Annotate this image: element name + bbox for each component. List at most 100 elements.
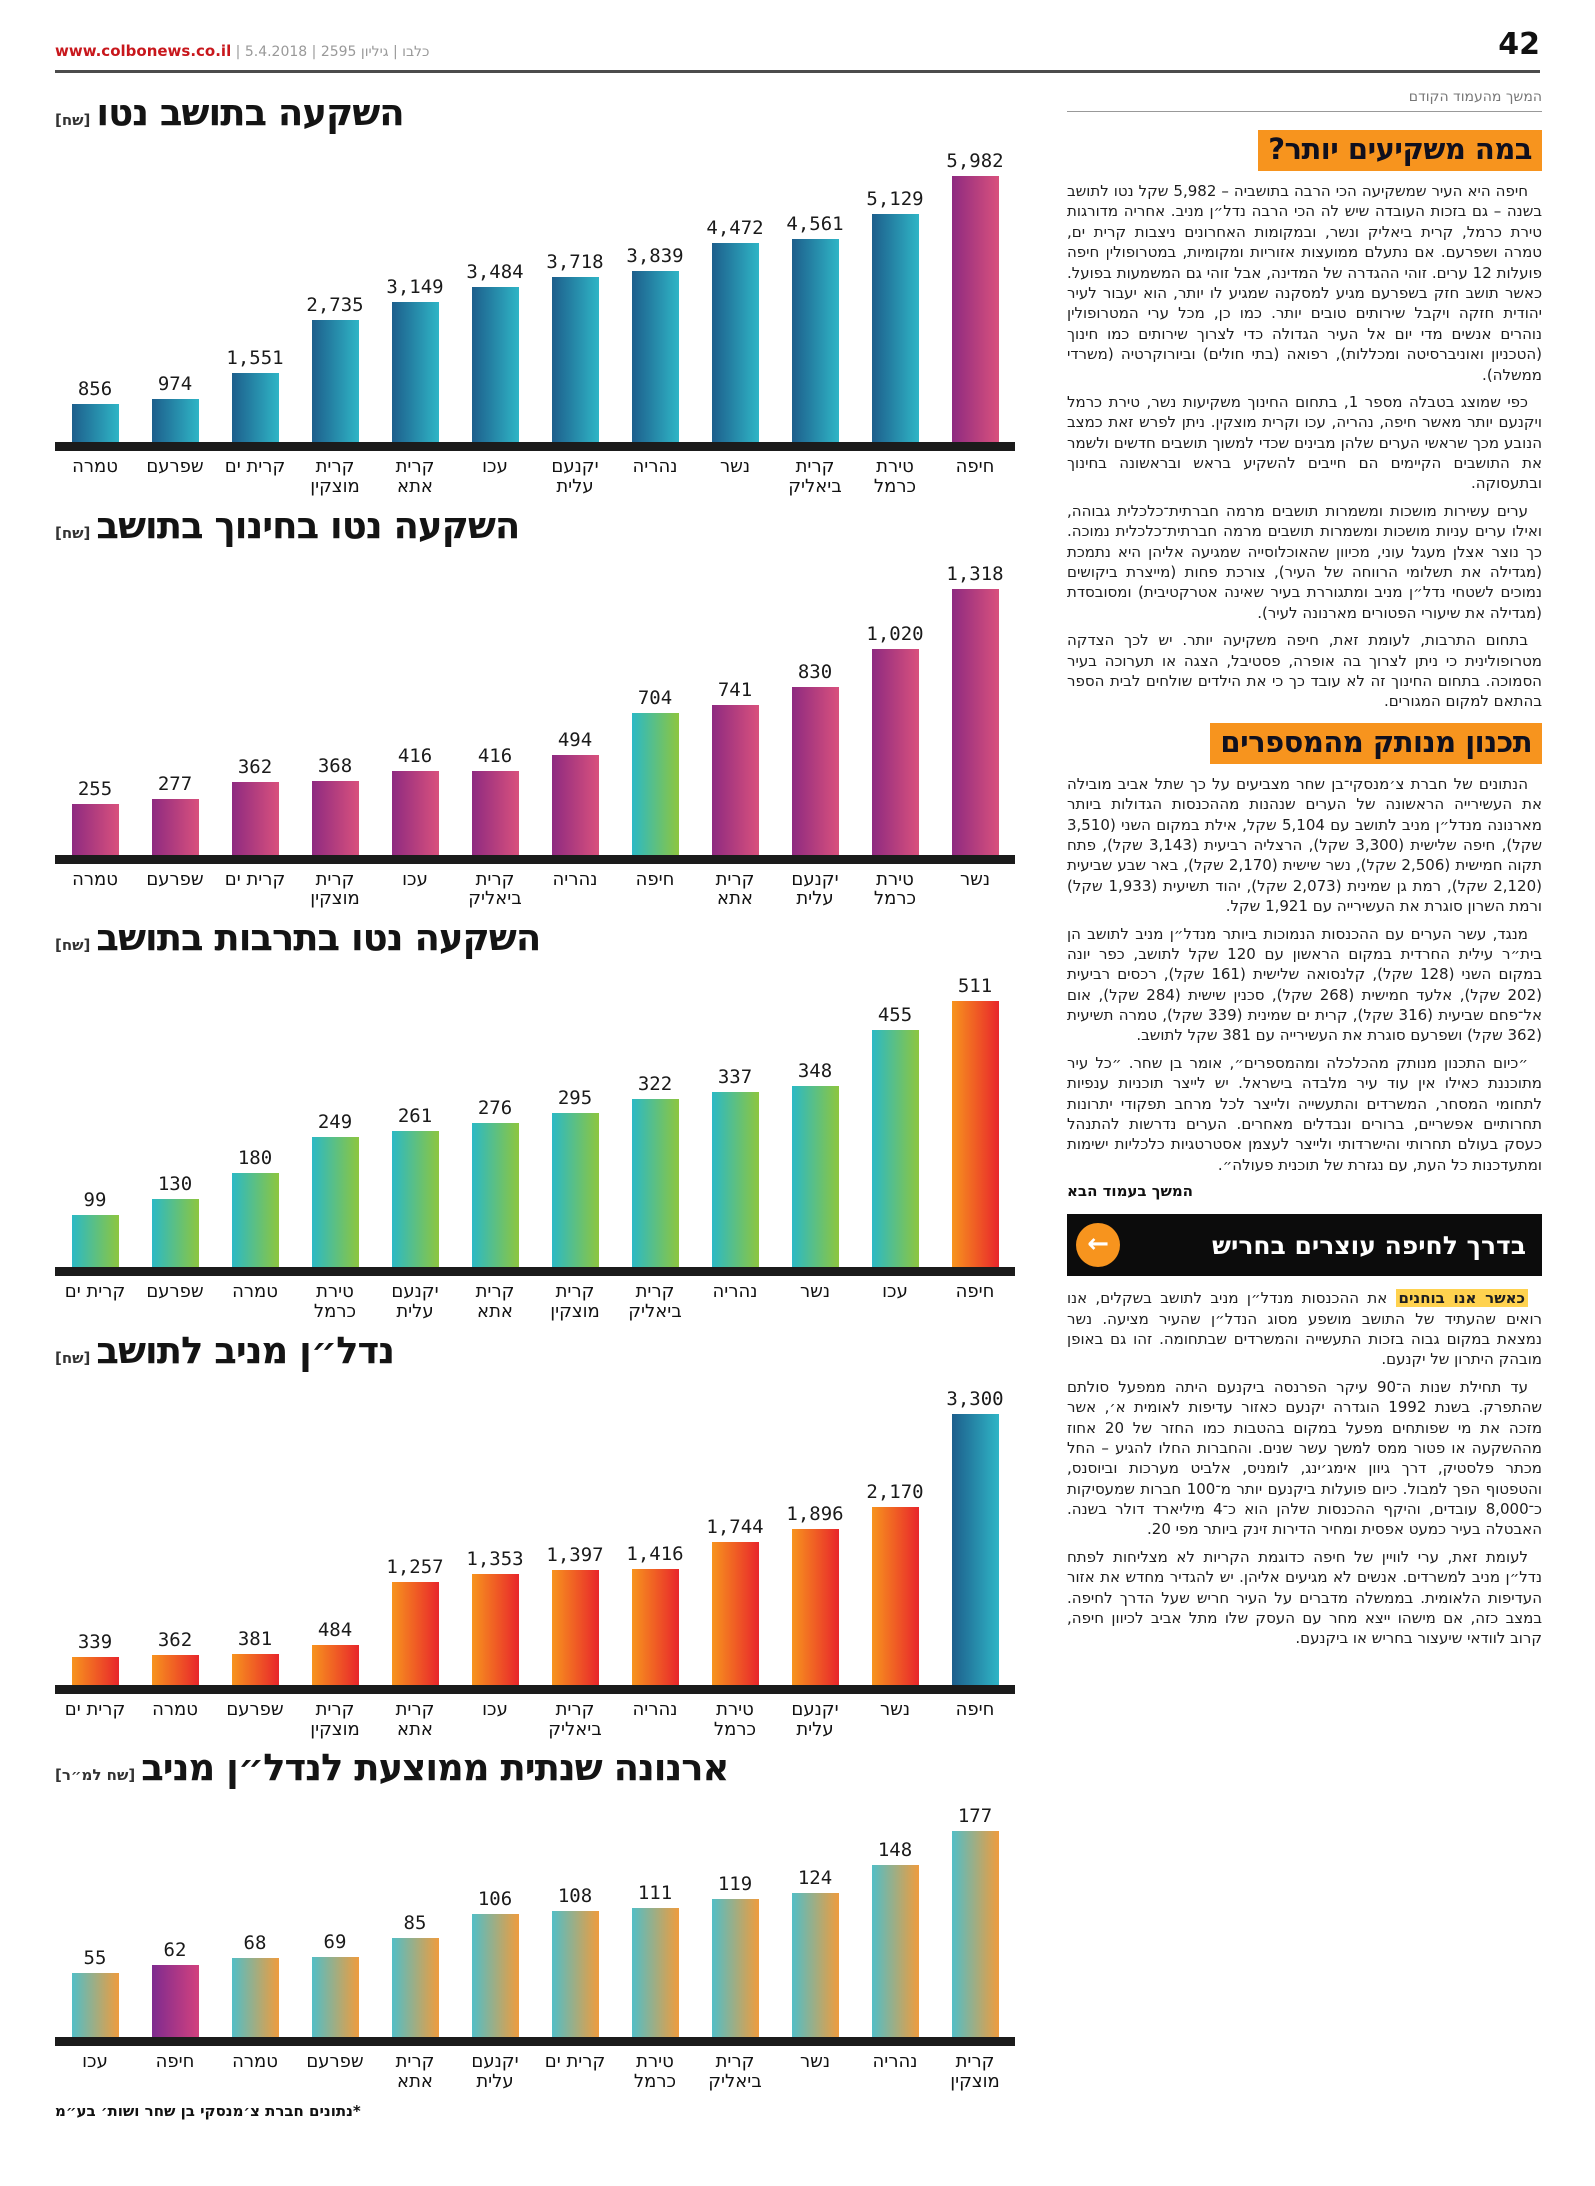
bar-slot: 704 — [615, 555, 695, 855]
chart-title: ארנונה שנתית ממוצעת לנדל״ן מניב [שח למ״ר] — [55, 1746, 1017, 1789]
bar-value-label: 1,318 — [946, 562, 1004, 585]
bar — [151, 798, 199, 855]
bar — [471, 1914, 519, 2038]
issue-meta: | כלבו | גיליון 2595 | 5.4.2018 — [231, 44, 430, 60]
bar-value-label: 362 — [237, 755, 273, 778]
category-label: חיפה — [955, 1698, 995, 1720]
chart-category-axis: טמרה שפרעם קרית ים קרית מוצקין עכו קרית ביאלי… — [55, 864, 1015, 910]
bar — [951, 588, 999, 855]
bar — [871, 1030, 919, 1268]
bar-slot: 974 — [135, 142, 215, 442]
category-label: עכו — [482, 1698, 508, 1720]
bar-slot: 2,735 — [295, 142, 375, 442]
bar-value-label: 180 — [237, 1147, 273, 1170]
bar — [391, 1131, 439, 1268]
category-label: קרית ביאליק — [708, 2051, 762, 2093]
category-label: קרית אתא — [395, 456, 435, 497]
chart-net-investment-per-resident: השקעה בתושב נטו [שח] 856 974 1,551 2,735 3,149… — [55, 91, 1017, 497]
bar — [551, 1569, 599, 1685]
category-label: קרית אתא — [395, 1698, 435, 1740]
bar-value-label: 3,484 — [466, 261, 524, 283]
article-paragraph: מנגד, עשר הערים עם ההכנסות הנמוכות ביותר… — [1067, 924, 1542, 1045]
bar-value-label: 1,416 — [626, 1542, 684, 1565]
bar-value-label: 148 — [877, 1839, 913, 1862]
category-label: קרית אתא — [395, 2051, 435, 2093]
bar-value-label: 2,170 — [866, 1480, 924, 1503]
bar-slot: 741 — [695, 555, 775, 855]
bar-value-label: 974 — [157, 373, 193, 395]
bar — [231, 373, 279, 442]
bar-slot: 119 — [695, 1797, 775, 2038]
bar-value-label: 830 — [797, 660, 833, 683]
bar-slot: 99 — [55, 967, 135, 1268]
category-label: קרית ים — [224, 868, 286, 890]
bar-slot: 124 — [775, 1797, 855, 2038]
bar-slot: 368 — [295, 555, 375, 855]
article-paragraph: כאשר אנו בוחנים את ההכנסות מנדל״ן מניב ל… — [1067, 1289, 1542, 1369]
bar-slot: 455 — [855, 967, 935, 1268]
category-label: יקנעם עלית — [791, 868, 839, 910]
bar — [631, 1568, 679, 1685]
website-url: www.colbonews.co.il — [55, 42, 232, 60]
bar-value-label: 1,020 — [866, 622, 924, 645]
category-label: טמרה — [232, 1281, 278, 1303]
bar — [71, 803, 119, 855]
article-paragraph: חיפה היא העיר שמשקיעה הכי הרבה בתושביה –… — [1067, 182, 1542, 384]
category-label: קרית ים — [224, 456, 286, 477]
category-label: קרית מוצקין — [550, 1281, 600, 1322]
bar-value-label: 111 — [637, 1882, 673, 1905]
bar-value-label: 741 — [717, 678, 753, 701]
bar — [471, 1123, 519, 1268]
bar-slot: 5,982 — [935, 142, 1015, 442]
section-body: חיפה היא העיר שמשקיעה הכי הרבה בתושביה –… — [1067, 181, 1542, 712]
bar-slot: 1,353 — [455, 1380, 535, 1685]
category-label: קרית מוצקין — [310, 456, 360, 497]
chart-baseline — [55, 2037, 1015, 2047]
category-label: קרית ביאליק — [468, 868, 522, 910]
category-label: עכו — [882, 1281, 908, 1303]
category-label: קרית ים — [544, 2051, 606, 2073]
data-source-footnote: *נתונים חברת צ׳מנסקי בן שחר ושות׳ בע״מ — [55, 2101, 361, 2120]
bar-value-label: 277 — [157, 772, 193, 795]
bar-slot: 68 — [215, 1797, 295, 2038]
bar-value-label: 339 — [77, 1630, 113, 1653]
bar-slot: 381 — [215, 1380, 295, 1685]
bar-value-label: 295 — [557, 1087, 593, 1110]
bar — [231, 1653, 279, 1685]
chart-plot-area: 255 277 362 368 416 416 494 704 741 830 1,020 1,318 — [55, 555, 1015, 855]
chart-baseline — [55, 1267, 1015, 1277]
bar-highlighted — [951, 176, 999, 442]
chart-category-axis: קרית ים טמרה שפרעם קרית מוצקין קרית אתא עכו קר… — [55, 1694, 1015, 1740]
chart-title-text: השקעה נטו בחינוך בתושב — [96, 503, 520, 547]
bar — [71, 1215, 119, 1268]
bar-slot: 1,318 — [935, 555, 1015, 855]
bar — [871, 1865, 919, 2038]
bar-slot: 856 — [55, 142, 135, 442]
category-label: שפרעם — [306, 2051, 364, 2073]
article-column: המשך מהעמוד הקודם במה משקיעים יותר? חיפה… — [1067, 89, 1542, 2169]
section-headline-investing-more: במה משקיעים יותר? — [1258, 130, 1542, 171]
category-label: נהריה — [632, 456, 678, 477]
bar-value-label: 1,257 — [386, 1555, 444, 1578]
category-label: טירת כרמל — [873, 456, 917, 497]
bar-slot: 4,561 — [775, 142, 855, 442]
category-label: טמרה — [232, 2051, 278, 2073]
bar — [791, 1528, 839, 1685]
bar — [631, 1099, 679, 1268]
bar — [871, 648, 919, 855]
bar — [391, 302, 439, 442]
bar — [471, 770, 519, 855]
bar-slot: 1,551 — [215, 142, 295, 442]
category-label: נשר — [879, 1698, 911, 1720]
category-label: עכו — [402, 868, 428, 890]
bar-slot: 276 — [455, 967, 535, 1268]
bar-slot: 111 — [615, 1797, 695, 2038]
chart-title-text: השקעה בתושב נטו — [96, 91, 404, 134]
bar-slot: 339 — [55, 1380, 135, 1685]
bar — [231, 1958, 279, 2038]
category-label: קרית ים — [64, 1281, 126, 1303]
bar — [151, 1654, 199, 1685]
category-label: שפרעם — [146, 868, 204, 890]
bar-slot: 4,472 — [695, 142, 775, 442]
